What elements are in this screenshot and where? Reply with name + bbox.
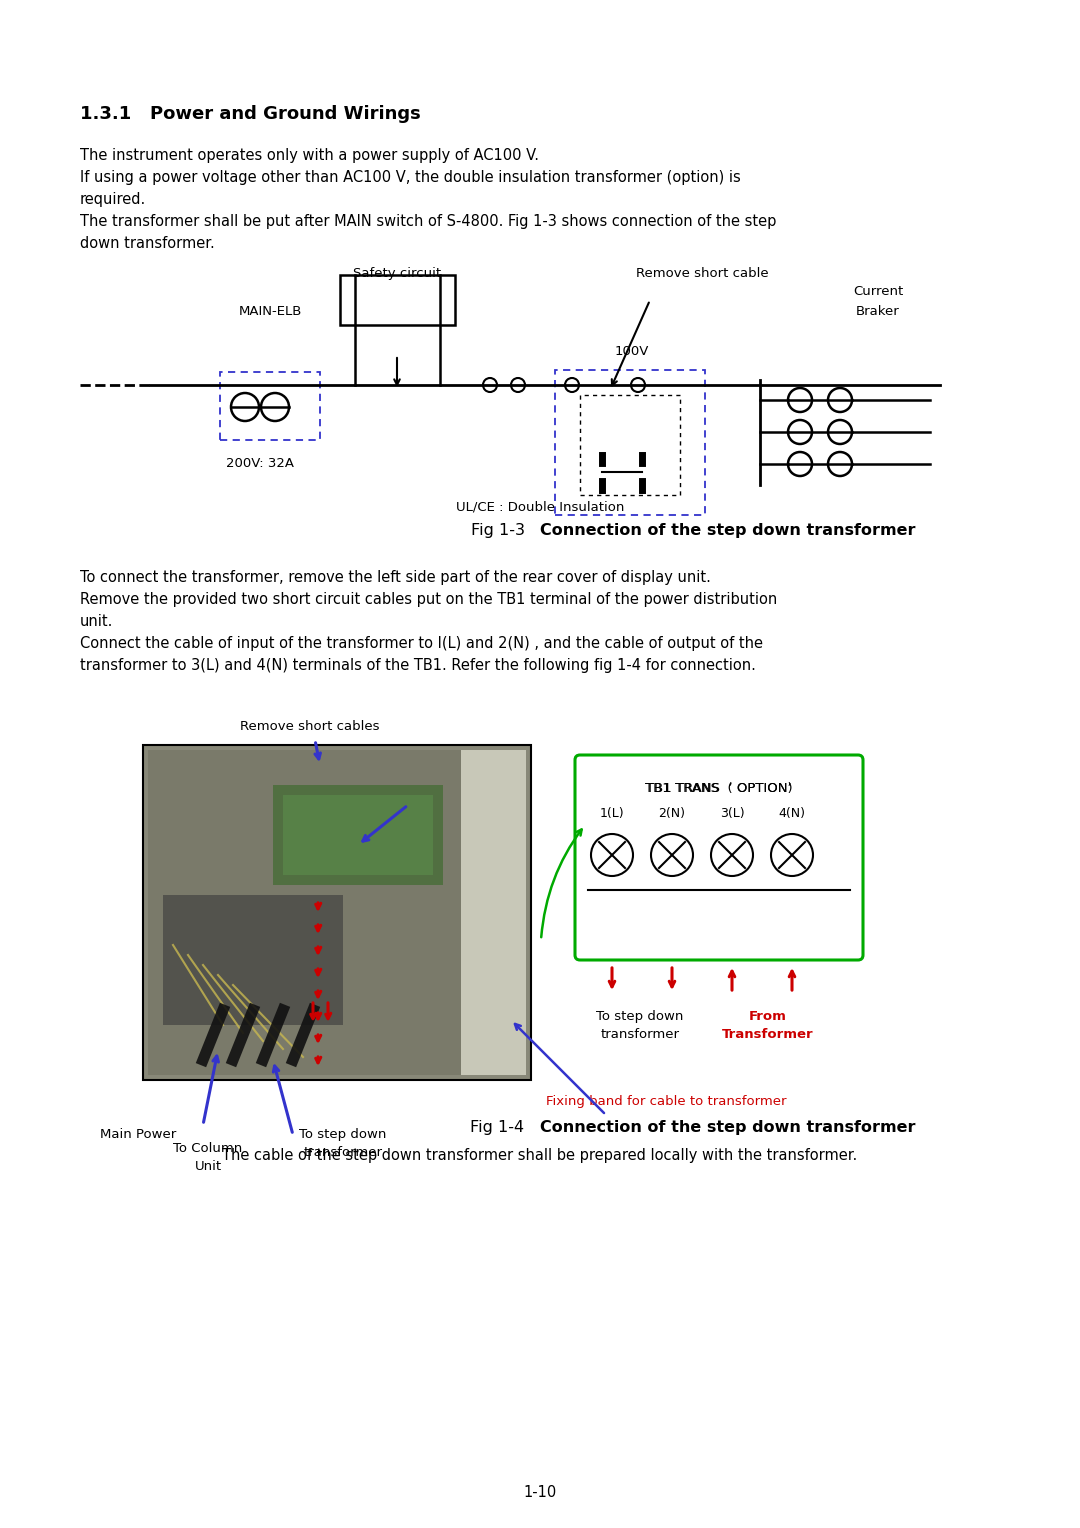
Text: TB1 TRANS  ( OPTION): TB1 TRANS ( OPTION) — [645, 782, 793, 795]
Text: Connect the cable of input of the transformer to I(L) and 2(N) , and the cable o: Connect the cable of input of the transf… — [80, 636, 762, 651]
Bar — [273, 785, 443, 885]
Circle shape — [651, 834, 693, 876]
Bar — [163, 895, 343, 1025]
Text: To connect the transformer, remove the left side part of the rear cover of displ: To connect the transformer, remove the l… — [80, 570, 711, 585]
Bar — [461, 750, 526, 1076]
Text: required.: required. — [80, 193, 146, 206]
Text: Remove the provided two short circuit cables put on the TB1 terminal of the powe: Remove the provided two short circuit ca… — [80, 591, 778, 607]
Text: Connection of the step down transformer: Connection of the step down transformer — [540, 1120, 916, 1135]
Text: Remove short cable: Remove short cable — [636, 267, 769, 280]
Bar — [555, 370, 705, 515]
Text: 2(N): 2(N) — [659, 807, 686, 821]
Text: 200V: 32A: 200V: 32A — [226, 457, 294, 471]
Text: transformer to 3(L) and 4(N) terminals of the TB1. Refer the following fig 1-4 f: transformer to 3(L) and 4(N) terminals o… — [80, 659, 756, 672]
Text: TB1 TRANS  ’ OPTION’: TB1 TRANS ’ OPTION’ — [646, 782, 792, 795]
Text: MAIN-ELB: MAIN-ELB — [239, 306, 301, 318]
Text: To step down: To step down — [596, 1010, 684, 1024]
Text: 100V: 100V — [615, 345, 649, 358]
Bar — [143, 746, 531, 1080]
Bar — [580, 396, 680, 495]
Text: Fig 1-4: Fig 1-4 — [471, 1120, 540, 1135]
Text: Connection of the step down transformer: Connection of the step down transformer — [540, 523, 916, 538]
Text: Safety circuit: Safety circuit — [353, 267, 441, 280]
Text: The instrument operates only with a power supply of AC100 V.: The instrument operates only with a powe… — [80, 148, 539, 163]
Text: Main Power: Main Power — [99, 1128, 176, 1141]
Text: 3(L): 3(L) — [719, 807, 744, 821]
Text: down transformer.: down transformer. — [80, 235, 215, 251]
Circle shape — [711, 834, 753, 876]
Text: If using a power voltage other than AC100 V, the double insulation transformer (: If using a power voltage other than AC10… — [80, 170, 741, 185]
Text: To Column: To Column — [174, 1141, 243, 1155]
Text: Unit: Unit — [194, 1160, 221, 1174]
Text: Remove short cables: Remove short cables — [240, 720, 380, 733]
Text: 1(L): 1(L) — [599, 807, 624, 821]
Text: The cable of the step down transformer shall be prepared locally with the transf: The cable of the step down transformer s… — [222, 1148, 858, 1163]
Bar — [220, 371, 320, 440]
Text: Current: Current — [853, 286, 903, 298]
Text: The transformer shall be put after MAIN switch of S-4800. Fig 1-3 shows connecti: The transformer shall be put after MAIN … — [80, 214, 777, 229]
Bar — [340, 275, 455, 325]
Circle shape — [771, 834, 813, 876]
Text: transformer: transformer — [600, 1028, 679, 1041]
Text: To step down: To step down — [299, 1128, 387, 1141]
Text: 1.3.1   Power and Ground Wirings: 1.3.1 Power and Ground Wirings — [80, 105, 421, 122]
Text: Transformer: Transformer — [723, 1028, 814, 1041]
Text: Fixing band for cable to transformer: Fixing band for cable to transformer — [546, 1096, 786, 1108]
Text: Braker: Braker — [856, 306, 900, 318]
Bar — [283, 795, 433, 876]
FancyBboxPatch shape — [575, 755, 863, 960]
Text: Fig 1-3: Fig 1-3 — [471, 523, 540, 538]
Text: 1-10: 1-10 — [524, 1485, 556, 1500]
Text: 4(N): 4(N) — [779, 807, 806, 821]
Text: transformer: transformer — [303, 1146, 382, 1160]
Circle shape — [591, 834, 633, 876]
Text: From: From — [750, 1010, 787, 1024]
Bar — [148, 750, 526, 1076]
Text: UL/CE : Double Insulation: UL/CE : Double Insulation — [456, 500, 624, 513]
Text: unit.: unit. — [80, 614, 113, 630]
